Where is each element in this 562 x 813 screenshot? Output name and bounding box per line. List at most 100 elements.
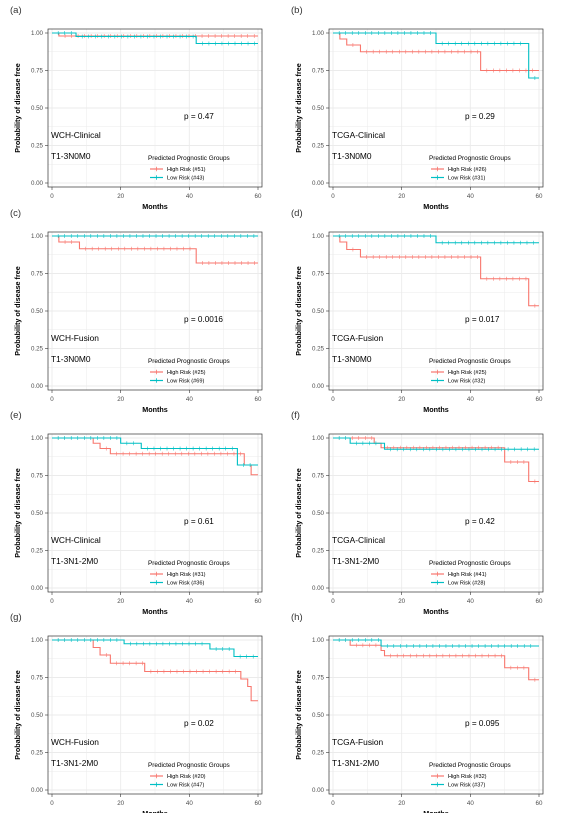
p-value-label: p = 0.095 [465,719,500,728]
y-tick-label: 0.75 [312,271,325,278]
x-tick-label: 40 [467,193,474,200]
x-tick-label: 20 [117,396,124,403]
legend-title: Predicted Prognostic Groups [148,155,230,162]
y-tick-label: 0.50 [31,308,44,315]
y-axis-title: Probability of disease free [13,266,22,355]
x-tick-label: 40 [186,193,193,200]
x-tick-label: 20 [117,193,124,200]
x-tick-label: 60 [536,193,543,200]
legend-label: High Risk (#26) [448,167,487,173]
x-tick-label: 20 [398,193,405,200]
plot-border [328,231,544,391]
legend-title: Predicted Prognostic Groups [148,358,230,365]
x-tick-label: 60 [255,800,262,807]
y-tick-label: 0.25 [312,548,325,555]
x-axis-title: Months [142,405,168,414]
legend-title: Predicted Prognostic Groups [429,155,511,162]
y-tick-label: 1.00 [31,30,44,37]
panel-label: (e) [10,410,22,421]
y-tick-label: 1.00 [31,637,44,644]
stage-label: T1-3N1-2M0 [332,758,379,768]
cohort-label: WCH-Clinical [51,535,101,545]
y-axis-title: Probability of disease free [294,266,303,355]
y-tick-label: 0.25 [312,346,325,353]
panel-label: (g) [10,612,22,623]
y-axis-title: Probability of disease free [13,63,22,152]
y-axis-title: Probability of disease free [13,670,22,759]
panel-label: (h) [291,612,303,623]
legend-label: Low Risk (#28) [448,581,485,587]
x-tick-label: 40 [186,396,193,403]
y-tick-label: 0.50 [31,712,44,719]
y-tick-label: 1.00 [31,233,44,240]
x-tick-label: 60 [536,598,543,605]
legend-label: High Risk (#41) [448,572,487,578]
cohort-label: WCH-Clinical [51,130,101,140]
y-tick-label: 0.25 [31,750,44,757]
x-tick-label: 0 [331,800,335,807]
y-tick-label: 1.00 [312,637,325,644]
plot-border [47,28,263,188]
y-tick-label: 0.25 [31,346,44,353]
survival-curve [52,437,258,466]
cohort-label: WCH-Fusion [51,737,99,747]
cohort-label: TCGA-Fusion [332,333,384,343]
survival-curve [333,235,539,244]
x-tick-label: 40 [186,800,193,807]
x-tick-label: 0 [50,800,54,807]
survival-curve [333,32,539,79]
x-tick-label: 60 [536,396,543,403]
y-tick-label: 0.75 [312,473,325,480]
chart-panel: (a) 0 20 40 60 0.00 0.25 0.50 0.75 1.00 Months Prob… [10,5,263,211]
legend-title: Predicted Prognostic Groups [148,560,230,567]
y-tick-label: 0.50 [312,308,325,315]
survival-curve [333,235,539,307]
y-tick-label: 0.50 [31,510,44,517]
legend-label: Low Risk (#32) [448,379,485,385]
y-tick-label: 0.75 [31,271,44,278]
plot-border [47,433,263,593]
y-tick-label: 1.00 [31,435,44,442]
legend-title: Predicted Prognostic Groups [429,762,511,769]
survival-curve [52,639,258,658]
y-tick-label: 1.00 [312,435,325,442]
chart-panel: (c) 0 20 40 60 0.00 0.25 0.50 0.75 1.00 Months Prob… [10,208,263,414]
x-tick-label: 60 [255,193,262,200]
legend-label: Low Risk (#69) [167,379,204,385]
y-tick-label: 1.00 [312,30,325,37]
x-axis-title: Months [142,202,168,211]
x-tick-label: 40 [467,396,474,403]
x-tick-label: 40 [186,598,193,605]
x-tick-label: 40 [467,598,474,605]
y-tick-label: 0.00 [312,787,325,794]
survival-curve [333,639,539,647]
p-value-label: p = 0.42 [465,517,495,526]
x-tick-label: 0 [331,598,335,605]
x-axis-title: Months [142,809,168,813]
y-tick-label: 0.75 [31,68,44,75]
p-value-label: p = 0.017 [465,315,500,324]
y-tick-label: 0.75 [312,675,325,682]
stage-label: T1-3N1-2M0 [332,556,379,566]
x-axis-title: Months [423,202,449,211]
x-tick-label: 60 [255,598,262,605]
y-tick-label: 0.00 [312,180,325,187]
y-tick-label: 0.25 [31,548,44,555]
y-tick-label: 0.00 [31,585,44,592]
x-tick-label: 0 [331,396,335,403]
cohort-label: TCGA-Fusion [332,737,384,747]
legend-label: High Risk (#25) [448,370,487,376]
cohort-label: TCGA-Clinical [332,130,385,140]
legend-label: Low Risk (#37) [448,783,485,789]
stage-label: T1-3N0M0 [51,151,91,161]
x-tick-label: 40 [467,800,474,807]
chart-panel: (e) 0 20 40 60 0.00 0.25 0.50 0.75 1.00 Months Prob… [10,410,263,616]
y-tick-label: 0.50 [31,105,44,112]
cohort-label: WCH-Fusion [51,333,99,343]
stage-label: T1-3N1-2M0 [51,758,98,768]
y-axis-title: Probability of disease free [294,63,303,152]
x-tick-label: 20 [398,800,405,807]
p-value-label: p = 0.47 [184,112,214,121]
y-tick-label: 0.50 [312,105,325,112]
